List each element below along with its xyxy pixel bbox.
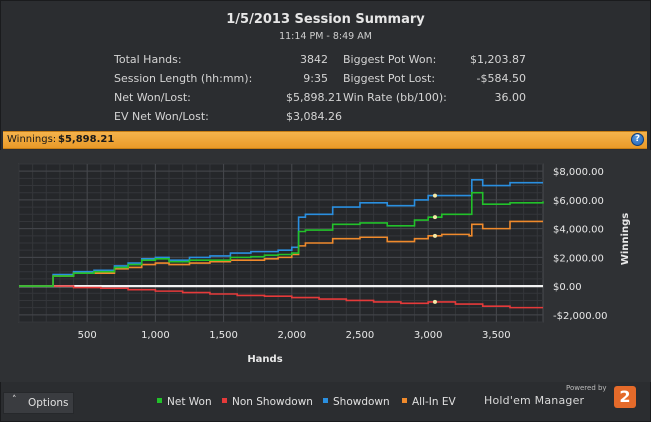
- x-tick-label: 1,500: [209, 330, 238, 341]
- legend-label-showdown: Showdown: [333, 396, 390, 408]
- summary-title: 1/5/2013 Session Summary: [226, 12, 425, 27]
- x-tick-label: 3,500: [482, 330, 511, 341]
- stat-label-net-won: Net Won/Lost:: [114, 91, 191, 104]
- legend-swatch-non-showdown: [222, 398, 227, 403]
- x-tick-label: 1,000: [141, 330, 170, 341]
- chart-axes: 500 1,000 1,500 2,000 2,500 3,000 3,500 -$2,000…: [78, 167, 608, 341]
- legend-item-showdown[interactable]: Showdown: [323, 396, 390, 408]
- x-tick-label: 2,500: [346, 330, 375, 341]
- hm2-logo-icon: 2: [614, 386, 636, 408]
- hover-marker-net-won: [432, 215, 437, 220]
- hover-marker-all-in-ev: [432, 233, 437, 238]
- legend-swatch-net-won: [157, 398, 162, 403]
- x-tick-label: 3,000: [414, 330, 443, 341]
- legend-label-all-in-ev: All-In EV: [412, 396, 456, 408]
- help-icon[interactable]: ?: [631, 133, 644, 146]
- legend-item-all-in-ev[interactable]: All-In EV: [402, 396, 456, 408]
- chevron-up-icon: ˄: [12, 395, 17, 405]
- legend-item-net-won[interactable]: Net Won: [157, 396, 212, 408]
- options-label: Options: [28, 397, 69, 409]
- stat-label-session-length: Session Length (hh:mm):: [114, 72, 253, 85]
- brand-name: Hold'em Manager: [484, 394, 585, 407]
- y-axis-title: Winnings: [620, 213, 631, 265]
- legend-label-net-won: Net Won: [167, 396, 212, 408]
- series-line-non-showdown: [19, 285, 543, 309]
- stat-label-total-hands: Total Hands:: [114, 53, 182, 66]
- stat-value-biggest-pot-won: $1,203.87: [470, 53, 526, 66]
- winnings-chart: 500 1,000 1,500 2,000 2,500 3,000 3,500 -$2,000…: [0, 150, 651, 382]
- stat-value-net-won: $5,898.21: [286, 91, 342, 104]
- series-line-net-won: [19, 191, 544, 287]
- powered-by-text: Powered by: [566, 384, 607, 392]
- winnings-label: Winnings:: [7, 134, 57, 145]
- legend-swatch-all-in-ev: [402, 398, 407, 403]
- stat-label-biggest-pot-lost: Biggest Pot Lost:: [343, 72, 436, 85]
- legend-label-non-showdown: Non Showdown: [232, 396, 313, 408]
- x-axis-title: Hands: [247, 354, 282, 365]
- stat-label-ev-net-won: EV Net Won/Lost:: [114, 110, 209, 123]
- y-tick-label: $4,000.00: [553, 225, 604, 236]
- legend-item-non-showdown[interactable]: Non Showdown: [222, 396, 313, 408]
- x-tick-label: 500: [78, 330, 97, 341]
- stat-value-session-length: 9:35: [303, 72, 328, 85]
- summary-time-range: 11:14 PM - 8:49 AM: [279, 31, 372, 42]
- stat-label-win-rate: Win Rate (bb/100):: [343, 91, 447, 104]
- x-tick-label: 2,000: [277, 330, 306, 341]
- winnings-header-bar: Winnings: $5,898.21 ?: [3, 131, 647, 149]
- series-line-all-in-ev: [19, 220, 543, 287]
- chart-legend: Net Won Non Showdown Showdown All-In EV: [0, 396, 651, 410]
- y-tick-label: $0.00: [553, 282, 582, 293]
- y-tick-label: $2,000.00: [553, 253, 604, 264]
- stat-value-total-hands: 3842: [300, 53, 328, 66]
- stat-value-win-rate: 36.00: [494, 91, 527, 104]
- stat-label-biggest-pot-won: Biggest Pot Won:: [343, 53, 437, 66]
- hover-marker-non-showdown: [432, 299, 437, 304]
- legend-swatch-showdown: [323, 398, 328, 403]
- y-tick-label: -$2,000.00: [553, 311, 608, 322]
- y-tick-label: $6,000.00: [553, 196, 604, 207]
- stat-value-biggest-pot-lost: -$584.50: [476, 72, 526, 85]
- hover-marker-showdown: [432, 193, 437, 198]
- chart-series: [19, 179, 544, 309]
- winnings-value: $5,898.21: [58, 134, 115, 145]
- options-button[interactable]: ˄ Options: [3, 392, 74, 414]
- y-tick-label: $8,000.00: [553, 167, 604, 178]
- stat-value-ev-net-won: $3,084.26: [286, 110, 342, 123]
